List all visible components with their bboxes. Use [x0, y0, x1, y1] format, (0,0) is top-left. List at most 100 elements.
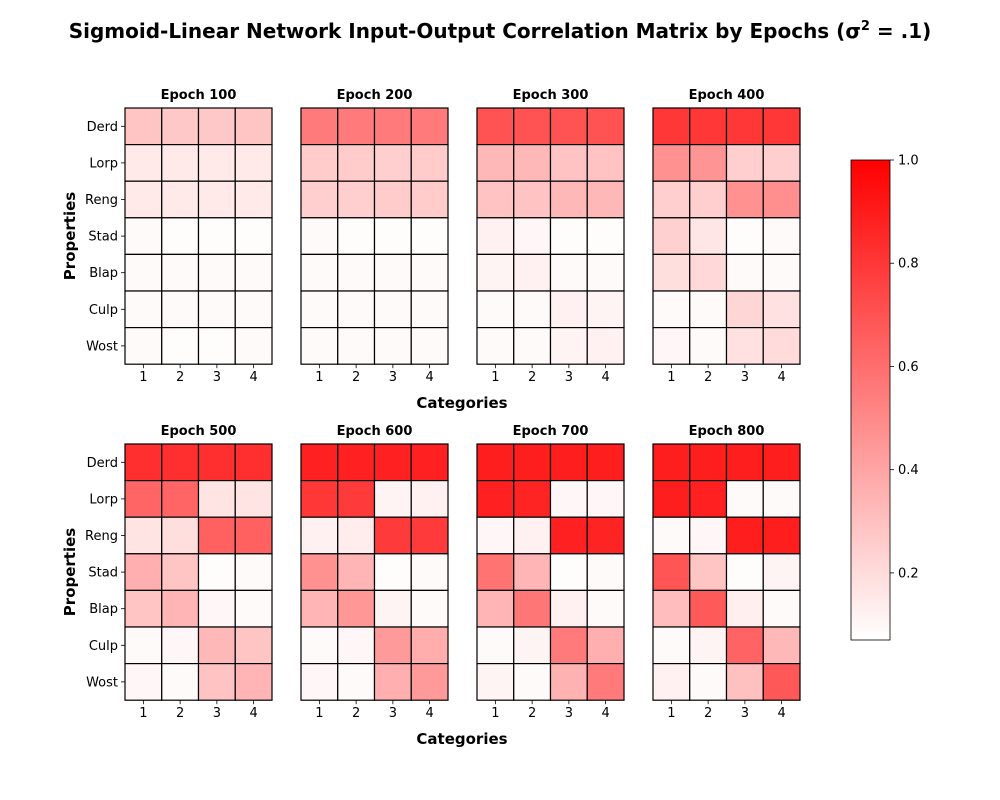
heatmap-panel: Epoch 800 1 2 3 4	[652, 424, 801, 721]
heatmap-cell	[549, 516, 588, 555]
heatmap-cell	[762, 443, 801, 482]
heatmap-cell	[762, 589, 801, 628]
heatmap-cell	[762, 553, 801, 591]
heatmap-cell	[586, 217, 625, 256]
heatmap-cell	[337, 516, 376, 555]
heatmap-cell	[586, 107, 625, 146]
heatmap-cell	[476, 290, 515, 329]
heatmap-cell	[337, 290, 376, 329]
heatmap-cell	[300, 553, 339, 591]
heatmap-cell	[373, 107, 412, 146]
x-tick-label: 3	[389, 706, 397, 721]
heatmap-cell	[725, 443, 764, 482]
x-tick-label: 4	[249, 370, 257, 385]
x-tick-label: 1	[139, 370, 147, 385]
x-tick-label: 4	[777, 370, 785, 385]
heatmap-cell	[586, 589, 625, 628]
heatmap-panels: Epoch 100 1 2 3 4 Derd Lorp Reng Stad Blap Culp Wos…	[85, 88, 801, 721]
x-tick-label: 3	[389, 370, 397, 385]
heatmap-cell	[373, 626, 412, 665]
colorbar-tick-label: 1.0	[898, 154, 919, 169]
x-axis-label-bottom: Categories	[416, 730, 507, 748]
heatmap-cell	[652, 589, 691, 628]
heatmap-cell	[652, 480, 691, 518]
heatmap-cell	[373, 144, 412, 182]
heatmap-cell	[124, 290, 163, 329]
heatmap-panel: Epoch 300 1 2 3 4	[476, 88, 625, 385]
x-tick-label: 2	[176, 370, 184, 385]
heatmap-cell	[762, 290, 801, 329]
x-tick-label: 4	[249, 706, 257, 721]
heatmap-cell	[586, 144, 625, 182]
heatmap-cell	[586, 327, 625, 365]
heatmap-cell	[762, 107, 801, 146]
heatmap-cell	[725, 107, 764, 146]
heatmap-cell	[410, 290, 449, 329]
heatmap-cell	[161, 253, 200, 292]
heatmap-cell	[652, 443, 691, 482]
heatmap-cell	[337, 253, 376, 292]
heatmap-cell	[161, 516, 200, 555]
heatmap-cell	[762, 144, 801, 182]
heatmap-cell	[689, 480, 728, 518]
colorbar-ticks: 0.2 0.4 0.6 0.8 1.0	[890, 154, 919, 581]
heatmap-cell	[161, 290, 200, 329]
heatmap-cell	[549, 443, 588, 482]
heatmap-cell	[689, 553, 728, 591]
heatmap-cell	[513, 144, 552, 182]
heatmap-cell	[652, 626, 691, 665]
heatmap-cell	[549, 180, 588, 219]
heatmap-cell	[549, 626, 588, 665]
heatmap-cell	[161, 589, 200, 628]
heatmap-cell	[373, 180, 412, 219]
heatmap-cell	[410, 253, 449, 292]
heatmap-cell	[652, 217, 691, 256]
heatmap-cell	[300, 327, 339, 365]
heatmap-cell	[689, 443, 728, 482]
x-tick-label: 4	[425, 706, 433, 721]
heatmap-cell	[300, 516, 339, 555]
heatmap-cell	[410, 662, 449, 701]
heatmap-cell	[652, 144, 691, 182]
heatmap-cell	[476, 443, 515, 482]
y-axis-label-bottom: Properties	[61, 528, 79, 616]
heatmap-cell	[197, 626, 236, 665]
heatmap-cell	[410, 327, 449, 365]
heatmap-cell	[161, 480, 200, 518]
heatmap-cell	[300, 480, 339, 518]
heatmap-cell	[234, 290, 273, 329]
heatmap-cell	[161, 662, 200, 701]
heatmap-cell	[373, 327, 412, 365]
heatmap-cell	[513, 290, 552, 329]
heatmap-cell	[586, 253, 625, 292]
heatmap-cell	[161, 144, 200, 182]
heatmap-cell	[513, 589, 552, 628]
heatmap-cell	[373, 662, 412, 701]
heatmap-cell	[410, 626, 449, 665]
panel-title: Epoch 500	[161, 424, 237, 439]
heatmap-cell	[725, 480, 764, 518]
heatmap-cell	[197, 290, 236, 329]
heatmap-cell	[689, 290, 728, 329]
heatmap-cell	[161, 626, 200, 665]
heatmap-cell	[513, 217, 552, 256]
heatmap-cell	[549, 107, 588, 146]
x-tick-label: 3	[741, 370, 749, 385]
heatmap-cell	[762, 327, 801, 365]
heatmap-cell	[762, 662, 801, 701]
heatmap-cell	[197, 180, 236, 219]
heatmap-cell	[161, 107, 200, 146]
heatmap-cell	[549, 589, 588, 628]
heatmap-cell	[549, 144, 588, 182]
heatmap-cell	[234, 144, 273, 182]
heatmap-cell	[234, 443, 273, 482]
heatmap-cell	[337, 480, 376, 518]
heatmap-cell	[337, 217, 376, 256]
panel-title: Epoch 400	[689, 88, 765, 103]
heatmap-cell	[124, 327, 163, 365]
heatmap-cell	[549, 290, 588, 329]
x-tick-label: 1	[667, 370, 675, 385]
heatmap-cell	[689, 327, 728, 365]
heatmap-cell	[513, 107, 552, 146]
heatmap-cell	[337, 553, 376, 591]
